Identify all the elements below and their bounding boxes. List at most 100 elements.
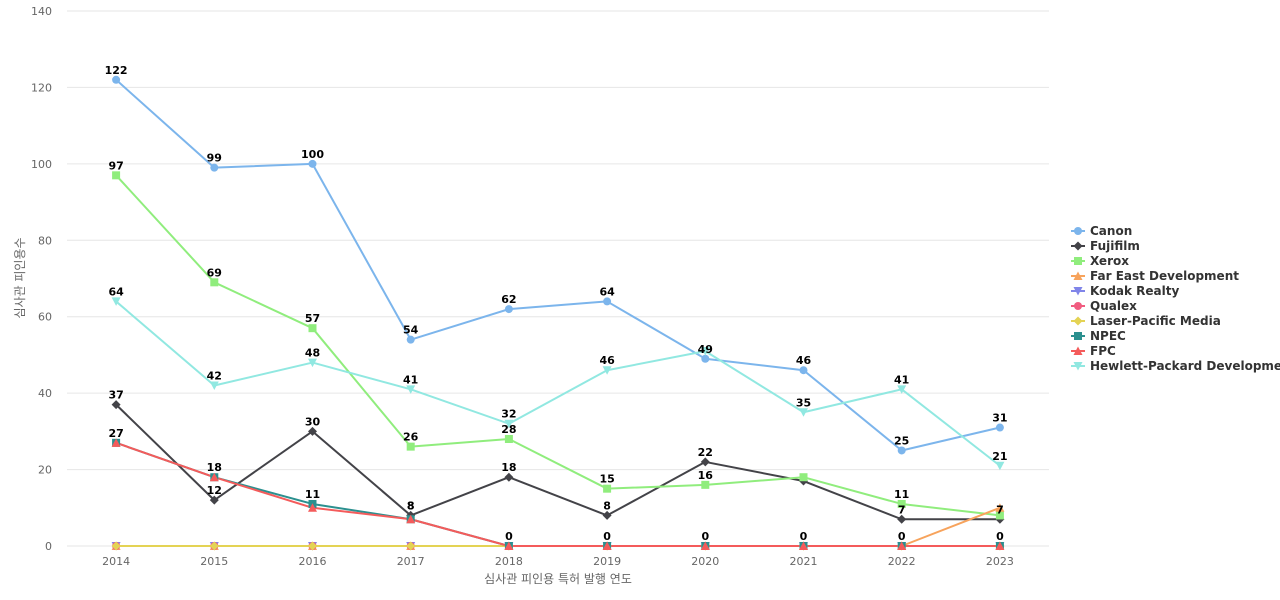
y-tick-label: 20: [38, 464, 52, 477]
data-label: 97: [108, 159, 123, 172]
x-tick-label: 2022: [888, 555, 916, 568]
series-line-canon: [115, 78, 1001, 452]
y-tick-label: 100: [31, 158, 52, 171]
data-label: 8: [603, 499, 611, 512]
legend-label: FPC: [1090, 344, 1116, 358]
y-axis-ticks: 0 20 40 60 80 100 120 140: [31, 5, 52, 553]
series-lines: [115, 78, 1001, 547]
x-tick-label: 2016: [299, 555, 327, 568]
data-point-hewlett-packard-development: [504, 419, 514, 429]
data-point-canon: [406, 335, 415, 344]
x-tick-label: 2018: [495, 555, 523, 568]
data-point-canon: [308, 159, 317, 168]
data-point-xerox: [995, 511, 1004, 520]
data-label: 0: [701, 530, 709, 543]
data-point-hewlett-packard-development: [700, 347, 710, 356]
y-tick-label: 40: [38, 387, 52, 400]
data-point-canon: [897, 446, 906, 455]
data-point-fujifilm: [602, 510, 612, 520]
legend-symbol: [1074, 227, 1082, 235]
data-label: 0: [505, 530, 513, 543]
data-label: 0: [898, 530, 906, 543]
data-point-canon: [701, 354, 710, 363]
legend-item-far-east-development[interactable]: Far East Development: [1071, 269, 1239, 283]
y-axis-title: 심사관 피인용수: [13, 237, 27, 318]
data-point-fujifilm: [700, 457, 710, 467]
data-point-far-east-development: [995, 503, 1005, 512]
data-point-canon: [995, 423, 1004, 432]
legend-label: Qualex: [1090, 299, 1137, 313]
data-label: 122: [105, 64, 128, 77]
legend-item-laser-pacific-media[interactable]: Laser-Pacific Media: [1071, 314, 1221, 328]
legend-label: Xerox: [1090, 254, 1129, 268]
data-label: 100: [301, 148, 324, 161]
data-point-laser-pacific-media: [406, 541, 416, 551]
x-tick-label: 2015: [200, 555, 228, 568]
data-point-xerox: [701, 480, 710, 489]
data-label: 99: [207, 152, 222, 165]
data-point-xerox: [210, 278, 219, 287]
legend-item-qualex[interactable]: Qualex: [1071, 299, 1137, 313]
x-tick-label: 2021: [790, 555, 818, 568]
data-point-xerox: [799, 473, 808, 482]
data-point-canon: [210, 163, 219, 172]
data-label: 46: [599, 354, 615, 367]
data-label: 11: [894, 488, 909, 501]
data-point-hewlett-packard-development: [995, 461, 1005, 471]
legend-item-fpc[interactable]: FPC: [1071, 344, 1116, 358]
legend-item-canon[interactable]: Canon: [1071, 224, 1132, 238]
legend-item-npec[interactable]: NPEC: [1071, 329, 1126, 343]
data-point-hewlett-packard-development: [209, 381, 219, 390]
legend-item-fujifilm[interactable]: Fujifilm: [1071, 239, 1140, 253]
data-point-fujifilm: [897, 514, 907, 524]
series-line-xerox: [115, 174, 1001, 517]
x-axis-title: 심사관 피인용 특허 발행 연도: [484, 571, 632, 586]
data-point-hewlett-packard-development: [111, 297, 121, 306]
data-labels: 122 99 100 54 62 64 49 46 25 31 37 12 30 8 18 8 22 7 97 69 5…: [105, 64, 1008, 543]
legend-label: Hewlett-Packard Development: [1090, 359, 1280, 373]
legend-item-hewlett-packard-development[interactable]: Hewlett-Packard Development: [1071, 359, 1280, 373]
data-point-xerox: [406, 442, 415, 451]
data-point-fpc: [504, 541, 514, 550]
y-tick-label: 60: [38, 311, 52, 324]
data-point-canon: [112, 75, 121, 84]
x-axis-ticks: 2014 2015 2016 2017 2018 2019 2020 2021 2022 2023: [102, 555, 1014, 568]
data-label: 64: [599, 285, 615, 298]
data-label: 0: [996, 530, 1004, 543]
data-point-fujifilm: [504, 472, 514, 482]
data-point-fujifilm: [308, 426, 317, 436]
x-tick-label: 2017: [397, 555, 425, 568]
data-point-hewlett-packard-development: [406, 385, 416, 394]
data-label: 57: [305, 312, 320, 325]
data-point-fpc: [602, 541, 612, 550]
data-label: 8: [407, 499, 415, 512]
data-label: 46: [796, 354, 812, 367]
y-tick-label: 80: [38, 234, 52, 247]
data-label: 49: [698, 343, 713, 356]
legend-symbol: [1074, 332, 1082, 340]
legend-item-xerox[interactable]: Xerox: [1071, 254, 1129, 268]
data-label: 0: [603, 530, 611, 543]
legend-symbol: [1073, 346, 1083, 355]
legend-item-kodak-realty[interactable]: Kodak Realty: [1071, 284, 1180, 298]
data-label: 27: [108, 427, 123, 440]
data-label: 41: [894, 373, 909, 386]
legend-symbol: [1073, 287, 1083, 296]
data-point-canon: [504, 305, 513, 314]
data-point-laser-pacific-media: [308, 541, 317, 551]
data-point-hewlett-packard-development: [602, 366, 612, 375]
data-label: 22: [698, 446, 713, 459]
legend-label: Laser-Pacific Media: [1090, 314, 1221, 328]
legend-symbol: [1073, 316, 1083, 326]
data-label: 35: [796, 396, 811, 409]
data-point-fpc: [995, 541, 1005, 550]
data-label: 69: [207, 266, 222, 279]
data-label: 48: [305, 347, 320, 360]
data-point-xerox: [603, 484, 612, 493]
data-label: 31: [992, 412, 1007, 425]
data-point-fpc: [308, 503, 317, 512]
data-label: 11: [305, 488, 320, 501]
data-label: 18: [207, 461, 222, 474]
series-line-fujifilm: [115, 403, 1001, 521]
